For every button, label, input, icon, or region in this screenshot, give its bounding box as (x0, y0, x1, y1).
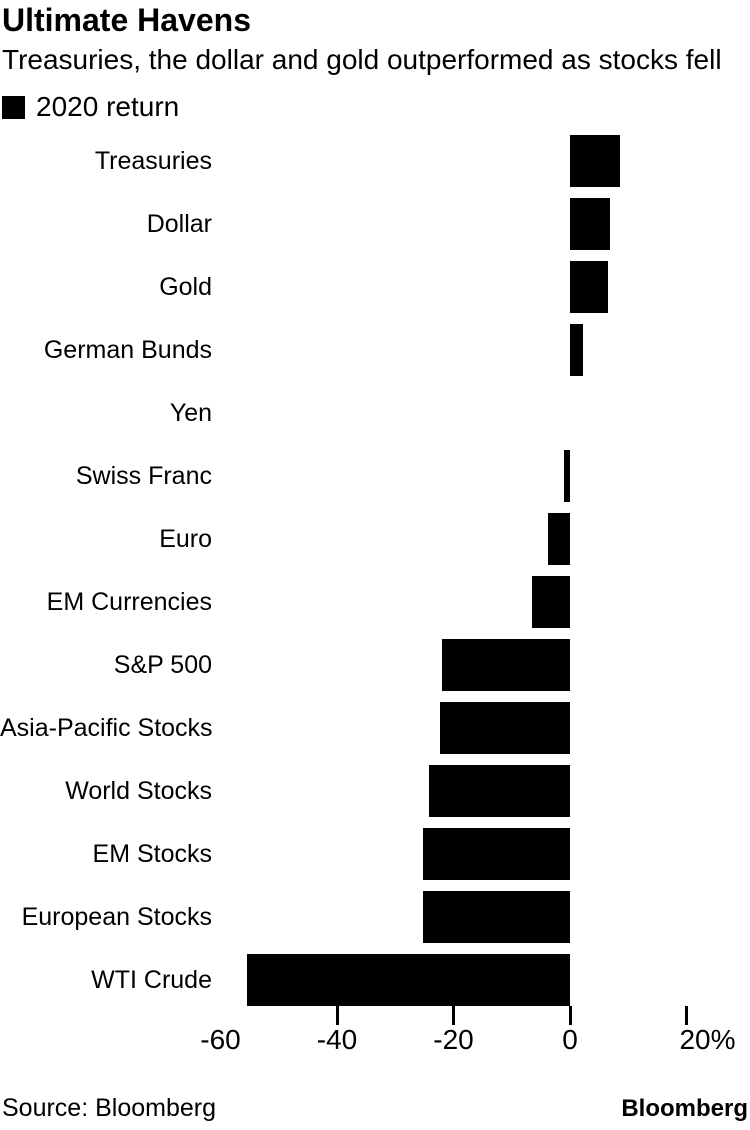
axis-tick-label: 0 (562, 1024, 578, 1055)
category-label: S&P 500 (113, 651, 212, 679)
chart-row: Yen (0, 382, 750, 445)
bar (531, 576, 570, 628)
category-label: Yen (169, 399, 212, 427)
bar (423, 891, 570, 943)
chart-row: Gold (0, 256, 750, 319)
axis-tick-label: 20% (679, 1024, 736, 1055)
bar (563, 450, 570, 502)
category-label: European Stocks (21, 903, 212, 931)
axis-tick-label: -40 (316, 1024, 358, 1055)
chart-row: EM Stocks (0, 823, 750, 886)
chart-row: World Stocks (0, 760, 750, 823)
bar (429, 765, 570, 817)
bar (570, 324, 583, 376)
chart-subtitle: Treasuries, the dollar and gold outperfo… (2, 44, 722, 75)
legend-label: 2020 return (36, 91, 180, 122)
chart-title: Ultimate Havens (2, 2, 251, 38)
category-label: EM Stocks (92, 840, 212, 868)
category-label: Euro (159, 525, 212, 553)
category-label: Gold (159, 273, 212, 301)
axis-tick-label: -20 (433, 1024, 474, 1055)
bar (246, 954, 570, 1006)
axis-tick-label: -60 (200, 1024, 241, 1055)
chart-row: Swiss Franc (0, 445, 750, 508)
legend-swatch-icon (2, 95, 25, 119)
bar (441, 639, 570, 691)
chart-row: Asia-Pacific Stocks (0, 697, 750, 760)
bar (570, 135, 621, 187)
chart-row: S&P 500 (0, 634, 750, 697)
bar (423, 828, 570, 880)
bar-chart: Treasuries Dollar Gold German Bunds Yen Swiss… (0, 130, 750, 1070)
category-label: WTI Crude (91, 966, 212, 994)
chart-row: European Stocks (0, 886, 750, 949)
category-label: EM Currencies (46, 588, 212, 616)
footer: Source: Bloomberg Bloomberg (2, 1094, 748, 1123)
legend: 2020 return (2, 91, 179, 123)
category-label: Treasuries (94, 147, 212, 175)
chart-row: Dollar (0, 193, 750, 256)
category-label: Asia-Pacific Stocks (0, 714, 213, 742)
bloomberg-logo: Bloomberg (621, 1095, 748, 1122)
axis-tick (335, 1006, 339, 1025)
chart-row: WTI Crude (0, 949, 750, 1012)
chart-row: German Bunds (0, 319, 750, 382)
category-label: German Bunds (43, 336, 212, 364)
bar (440, 702, 570, 754)
axis-tick (568, 1006, 572, 1025)
source-note: Source: Bloomberg (2, 1094, 217, 1122)
axis-tick (452, 1006, 455, 1025)
bar (570, 198, 611, 250)
category-label: Dollar (146, 210, 212, 238)
chart-row: EM Currencies (0, 571, 750, 634)
bar (548, 513, 570, 565)
axis-tick (685, 1006, 688, 1025)
chart-row: Euro (0, 508, 750, 571)
category-label: World Stocks (65, 777, 212, 805)
bar (570, 261, 609, 313)
chart-row: Treasuries (0, 130, 750, 193)
category-label: Swiss Franc (75, 462, 212, 490)
